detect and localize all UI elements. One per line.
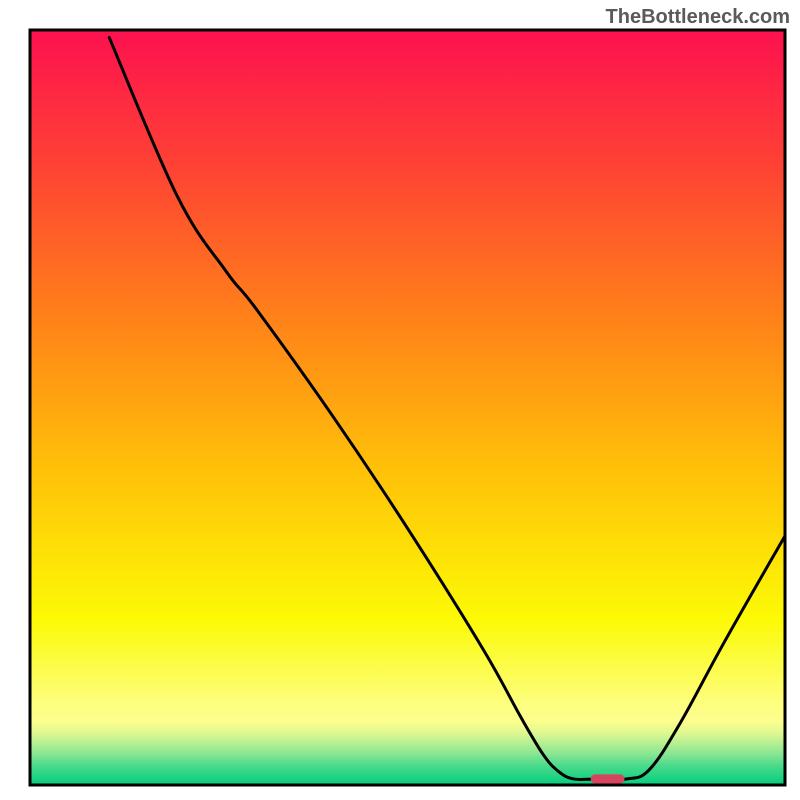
bottleneck-chart: TheBottleneck.com [0, 0, 800, 800]
chart-background [30, 30, 785, 785]
chart-svg [0, 0, 800, 800]
sweet-spot-marker [591, 774, 625, 783]
watermark-text: TheBottleneck.com [606, 6, 790, 29]
